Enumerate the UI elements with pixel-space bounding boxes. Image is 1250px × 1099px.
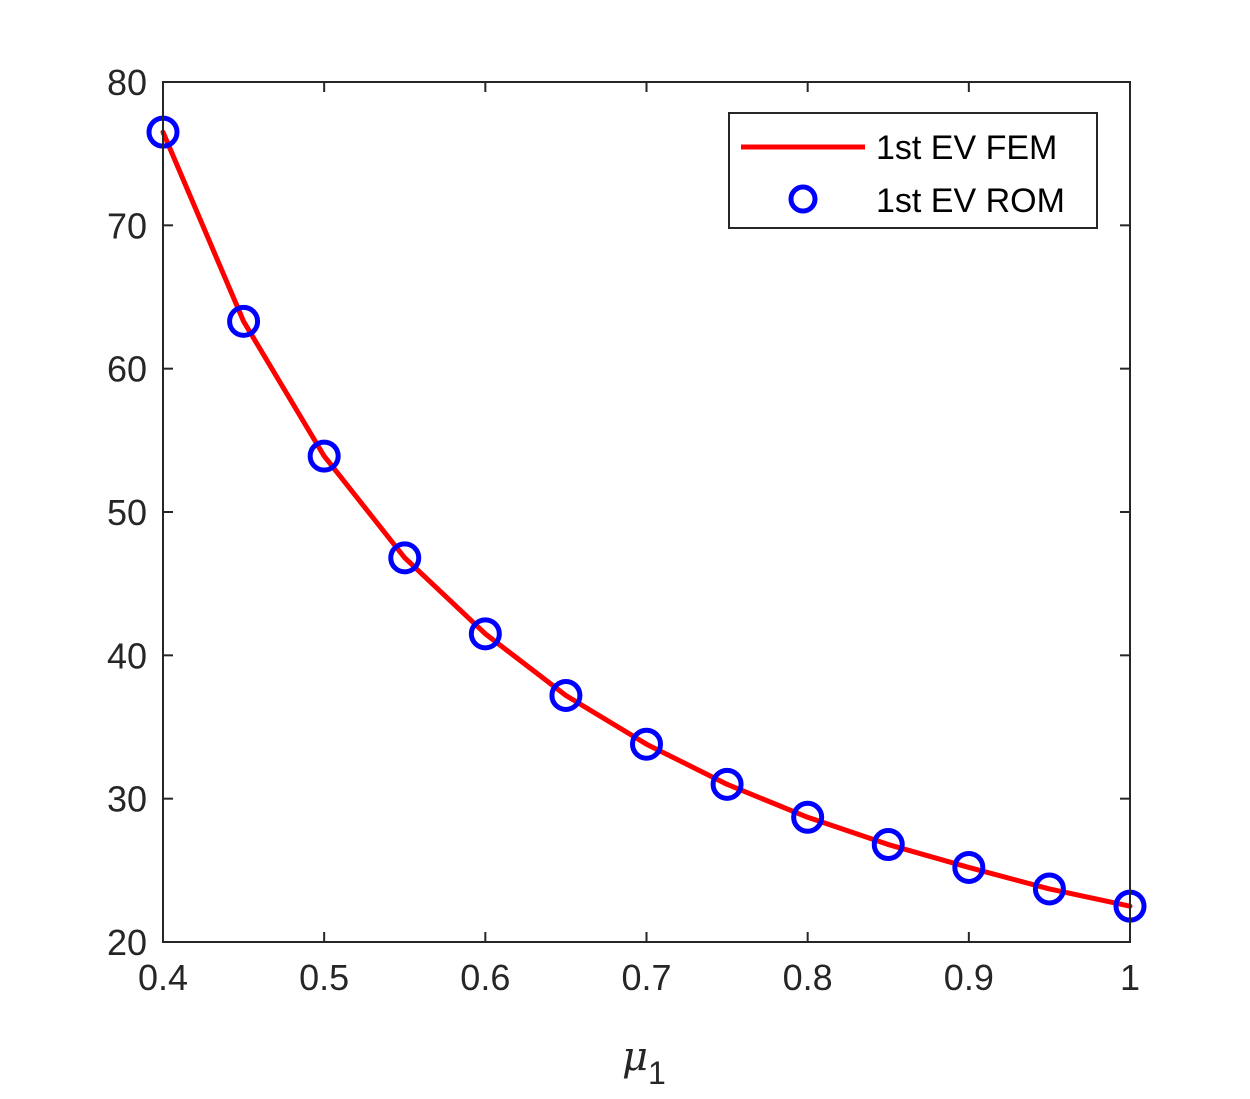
- x-tick-label: 0.9: [944, 957, 994, 998]
- data-point-rom: [549, 678, 583, 712]
- data-point-rom: [630, 727, 663, 761]
- data-point-rom: [791, 800, 825, 834]
- x-tick-label: 0.4: [138, 957, 188, 998]
- data-point-rom: [710, 767, 744, 801]
- y-tick-label: 50: [107, 492, 147, 533]
- x-axis-label: μ1: [622, 1034, 666, 1091]
- legend: 1st EV FEM 1st EV ROM: [728, 112, 1098, 229]
- series-line-fem: [160, 129, 1133, 909]
- data-point-rom: [307, 439, 341, 473]
- axes-box: [162, 81, 1131, 943]
- legend-label-fem: 1st EV FEM: [876, 129, 1057, 167]
- y-tick-label: 30: [107, 779, 147, 820]
- legend-label-rom: 1st EV ROM: [876, 182, 1065, 220]
- data-point-rom: [952, 850, 986, 884]
- x-tick-label: 0.6: [460, 957, 510, 998]
- data-point-rom: [468, 617, 502, 651]
- x-tick-label: 0.8: [783, 957, 833, 998]
- y-tick-label: 60: [107, 349, 147, 390]
- legend-box: [728, 112, 1098, 229]
- x-axis-label-subscript: 1: [648, 1055, 666, 1091]
- ticks-layer: 0.4 0.5 0.6 0.7 0.8 0.9 1 20 30 40 50 60 70 80: [107, 62, 1140, 998]
- y-tick-label: 80: [107, 62, 147, 103]
- y-tick-label: 70: [107, 205, 147, 246]
- y-tick-label: 20: [107, 922, 147, 963]
- data-point-rom: [1032, 872, 1066, 906]
- data-point-rom: [871, 828, 905, 862]
- data-point-rom: [227, 304, 261, 338]
- y-tick-label: 40: [107, 635, 147, 676]
- x-tick-label: 0.7: [621, 957, 671, 998]
- legend-marker-swatch: [788, 184, 818, 214]
- x-tick-label: 1: [1120, 957, 1140, 998]
- x-tick-label: 0.5: [299, 957, 349, 998]
- data-point-rom: [388, 541, 422, 575]
